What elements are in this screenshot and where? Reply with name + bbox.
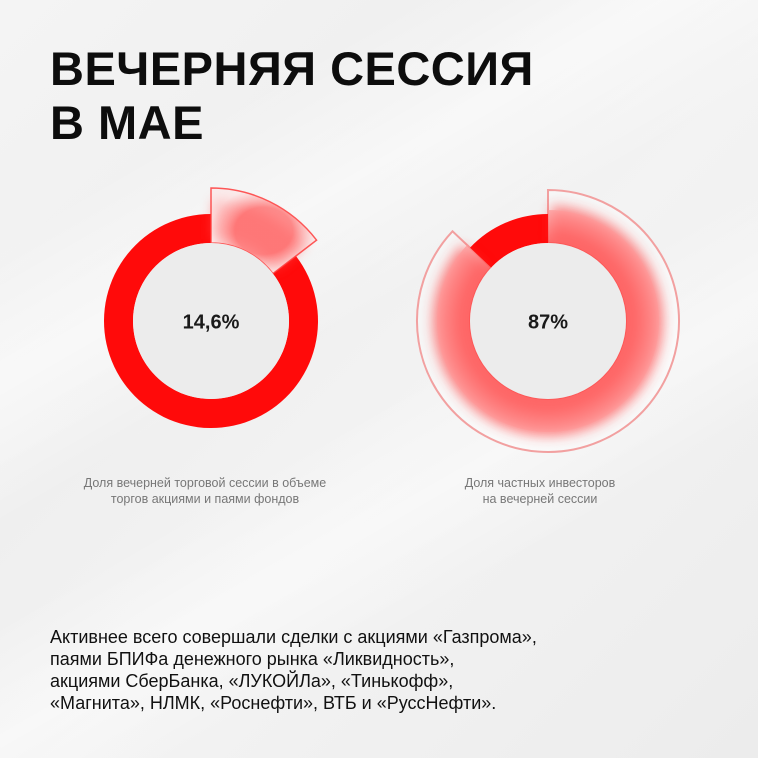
donut-2-center [470,243,626,399]
body-line-2: паями БПИФа денежного рынка «Ликвидность… [50,649,455,669]
body-paragraph: Активнее всего совершали сделки с акциям… [50,626,690,714]
donut-1-center [133,243,289,399]
donut-2-value-label: 87% [528,311,568,333]
donut-1-caption: Доля вечерней торговой сессии в объеме т… [55,475,355,507]
donut-1-caption-line-2: торгов акциями и паями фондов [110,492,300,506]
page-title: ВЕЧЕРНЯЯ СЕССИЯ В МАЕ [50,42,534,150]
donut-chart-1: 14,6% [103,187,318,428]
title-line-2: В МАЕ [50,96,204,149]
body-line-4: «Магнита», НЛМК, «Роснефти», ВТБ и «Русс… [50,693,497,713]
body-line-3: акциями СберБанка, «ЛУКОЙЛа», «Тинькофф»… [50,671,454,691]
donut-1-caption-line-1: Доля вечерней торговой сессии в объеме [83,476,327,490]
body-line-1: Активнее всего совершали сделки с акциям… [50,627,537,647]
donut-2-caption: Доля частных инвесторов на вечерней сесс… [390,475,690,507]
donut-2-caption-line-1: Доля частных инвесторов [464,476,616,490]
donut-chart-2: 87% [416,188,680,453]
title-line-1: ВЕЧЕРНЯЯ СЕССИЯ [50,42,534,95]
donut-1-value-label: 14,6% [183,311,240,333]
donut-2-caption-line-2: на вечерней сессии [482,492,598,506]
donut-2-slice-main [470,214,548,268]
donut-2-slice-highlight [437,210,659,432]
